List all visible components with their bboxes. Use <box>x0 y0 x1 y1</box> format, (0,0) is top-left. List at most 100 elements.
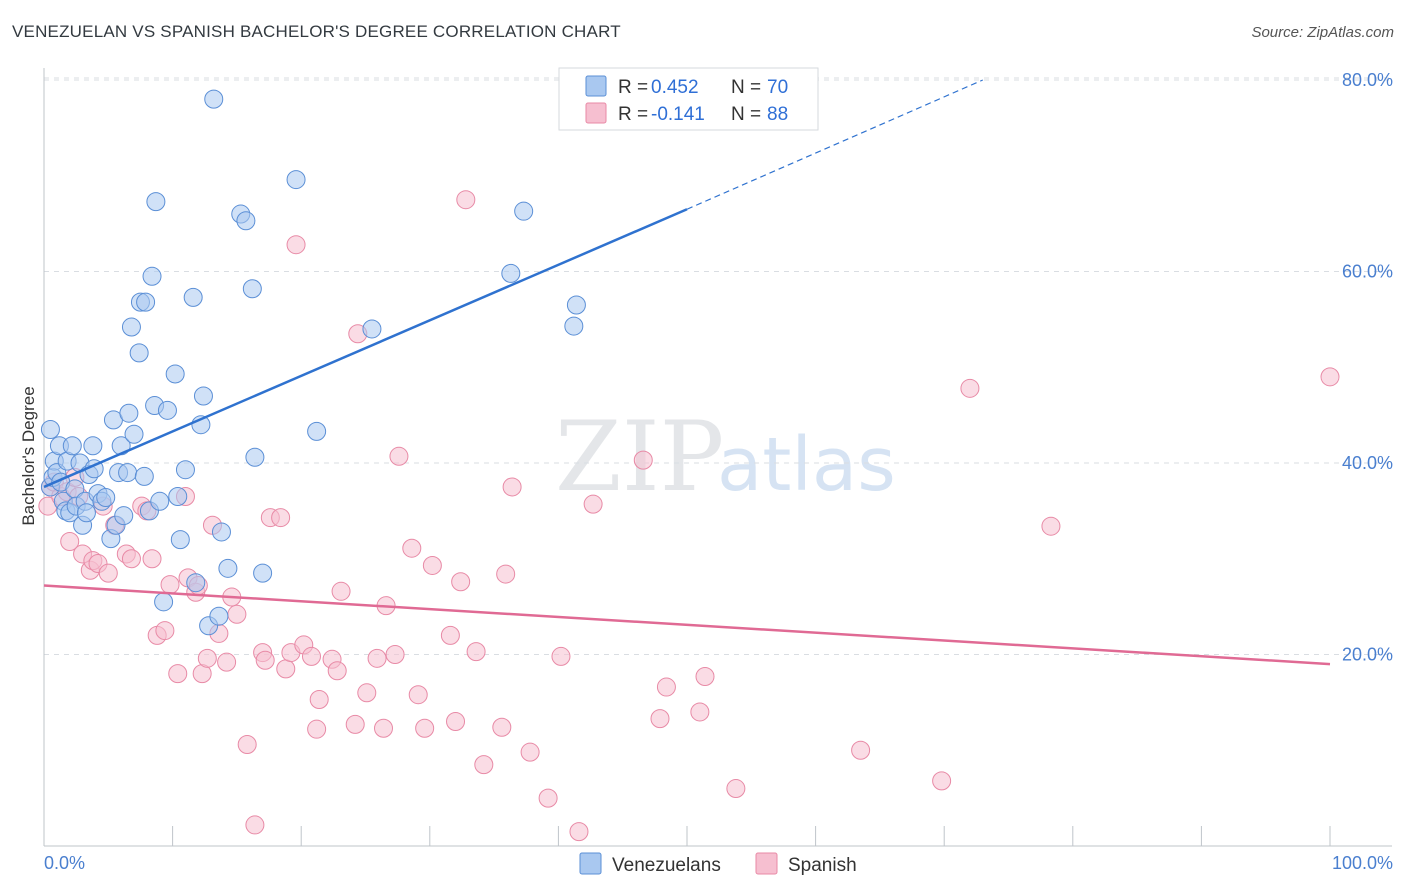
spanish-point-76 <box>583 494 603 514</box>
spanish-point-67 <box>466 642 486 662</box>
spanish-point-5 <box>60 532 80 552</box>
spanish-point-72 <box>520 742 540 762</box>
venezuelan-point-31 <box>119 403 139 423</box>
spanish-point-41 <box>276 659 296 679</box>
spanish-point-16 <box>121 549 141 569</box>
spanish-point-32 <box>217 652 237 672</box>
y-tick-label-40: 40.0% <box>1342 453 1393 473</box>
spanish-point-23 <box>168 664 188 684</box>
legend-r-label-spanish: R = <box>618 104 648 125</box>
x-tick-label-max: 100.0% <box>1332 853 1393 873</box>
venezuelan-point-29 <box>114 506 134 526</box>
venezuelan-point-66 <box>501 263 521 283</box>
spanish-point-57 <box>385 645 405 664</box>
venezuelan-point-69 <box>566 295 586 315</box>
trend-line-venezuelans <box>43 208 688 489</box>
stats-legend: R = 0.452 N = 70 R = -0.141 N = 88 <box>558 67 819 131</box>
spanish-point-47 <box>309 690 329 710</box>
bottom-legend-swatch-venezuelans <box>579 852 602 875</box>
spanish-point-55 <box>374 718 394 738</box>
spanish-point-35 <box>237 735 257 755</box>
y-tick-label-20: 20.0% <box>1342 645 1393 665</box>
venezuelan-point-46 <box>168 487 188 507</box>
venezuelan-point-17 <box>76 503 96 523</box>
venezuelan-point-42 <box>150 491 170 511</box>
y-axis-label: Bachelor's Degree <box>19 386 38 525</box>
venezuelan-point-0 <box>40 419 60 439</box>
spanish-point-80 <box>690 702 710 722</box>
spanish-point-69 <box>492 717 512 737</box>
trend-line-venezuelans-extension <box>686 79 984 210</box>
spanish-point-58 <box>389 446 409 466</box>
venezuelan-point-50 <box>186 573 206 593</box>
spanish-point-84 <box>932 771 952 791</box>
spanish-point-21 <box>155 621 175 641</box>
spanish-point-49 <box>327 661 347 681</box>
venezuelan-point-56 <box>211 522 231 542</box>
y-tick-label-80: 80.0% <box>1342 70 1393 90</box>
series-legend: Venezuelans Spanish <box>579 852 857 876</box>
venezuelan-point-60 <box>242 279 262 299</box>
venezuelan-point-67 <box>514 201 534 221</box>
gridlines <box>44 77 1392 655</box>
bottom-legend-label-spanish: Spanish <box>788 855 857 876</box>
spanish-point-29 <box>197 648 217 668</box>
spanish-point-36 <box>245 815 265 835</box>
venezuelan-point-65 <box>362 319 382 339</box>
spanish-point-83 <box>851 740 871 760</box>
venezuelan-point-52 <box>193 386 213 406</box>
spanish-point-73 <box>538 788 558 808</box>
spanish-point-34 <box>227 604 247 624</box>
bottom-legend-swatch-spanish <box>755 852 778 875</box>
spanish-point-64 <box>446 712 466 732</box>
venezuelan-point-49 <box>183 287 203 307</box>
venezuelan-point-54 <box>204 89 224 109</box>
legend-r-value-venezuelans: 0.452 <box>651 77 699 98</box>
spanish-point-74 <box>551 646 571 666</box>
venezuelan-point-30 <box>118 463 138 483</box>
spanish-point-50 <box>331 581 351 601</box>
venezuelan-point-45 <box>165 364 185 384</box>
spanish-point-82 <box>726 779 746 799</box>
spanish-point-43 <box>286 235 306 255</box>
legend-r-label-venezuelans: R = <box>618 77 648 98</box>
spanish-point-68 <box>474 755 494 775</box>
spanish-point-71 <box>502 477 522 497</box>
venezuelan-point-61 <box>245 447 265 467</box>
chart-title: VENEZUELAN VS SPANISH BACHELOR'S DEGREE … <box>12 22 621 41</box>
venezuelan-point-55 <box>209 606 229 626</box>
trend-lines <box>43 79 1331 666</box>
venezuelan-point-57 <box>218 558 238 578</box>
spanish-point-38 <box>255 650 275 670</box>
spanish-point-70 <box>496 564 516 584</box>
legend-n-value-venezuelans: 70 <box>767 77 788 98</box>
spanish-point-63 <box>440 625 460 645</box>
venezuelan-point-62 <box>253 563 273 583</box>
bottom-legend-label-venezuelans: Venezuelans <box>612 855 721 876</box>
spanish-point-53 <box>357 683 377 703</box>
venezuelan-point-48 <box>175 460 195 480</box>
legend-n-value-spanish: 88 <box>767 104 788 125</box>
venezuelan-point-37 <box>136 292 156 312</box>
spanish-point-66 <box>456 190 476 210</box>
venezuelan-point-63 <box>286 170 306 190</box>
spanish-point-60 <box>408 685 428 705</box>
spanish-point-78 <box>650 709 670 729</box>
venezuelan-point-36 <box>134 466 154 486</box>
spanish-point-59 <box>402 538 422 558</box>
spanish-point-19 <box>142 549 162 569</box>
venezuelan-point-44 <box>157 400 177 420</box>
venezuelan-point-23 <box>96 487 116 507</box>
y-tick-label-60: 60.0% <box>1342 262 1393 282</box>
y-tick-labels: 20.0% 40.0% 60.0% 80.0% <box>1342 70 1393 665</box>
trend-line-spanish <box>43 584 1331 666</box>
spanish-point-22 <box>160 575 180 595</box>
x-tick-label-min: 0.0% <box>44 853 85 873</box>
spanish-point-45 <box>301 646 321 666</box>
spanish-point-13 <box>98 563 118 583</box>
watermark-atlas: atlas <box>717 422 896 508</box>
spanish-point-79 <box>656 677 676 697</box>
spanish-point-85 <box>960 378 980 398</box>
venezuelan-point-33 <box>124 424 144 444</box>
